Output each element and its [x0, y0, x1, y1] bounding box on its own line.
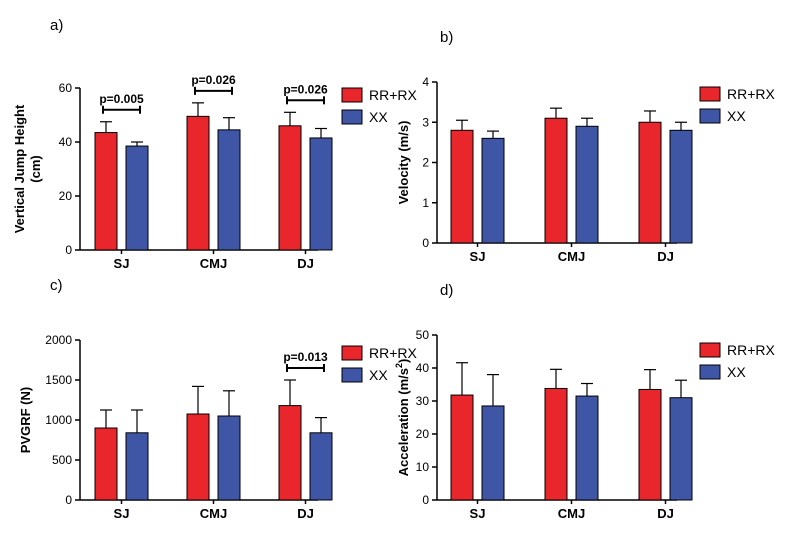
bar-rrrx-dj: [638, 121, 662, 244]
x-tick-label: DJ: [297, 256, 314, 271]
bar-rrrx-cmj: [544, 117, 568, 244]
y-tick-label: 60: [59, 81, 73, 95]
y-axis-title: Velocity (m/s): [396, 121, 411, 205]
y-axis-title: Vertical Jump Height: [12, 104, 27, 233]
bar-xx-cmj: [217, 129, 241, 251]
bar-xx-sj: [481, 405, 505, 501]
legend-swatch-xx: [699, 364, 721, 380]
bar-xx-cmj: [575, 125, 599, 244]
y-tick-label: 20: [59, 189, 73, 203]
legend-swatch-xx: [699, 108, 721, 124]
y-axis-title-main: Acceleration (m/s: [396, 368, 411, 476]
chart-panel-4: d) 0 10 20 30 40 50 Acceleration (m/s2) SJ CMJ DJ R…: [394, 282, 776, 521]
y-axis-title-close: ): [396, 359, 411, 363]
bar-xx-sj: [125, 432, 149, 501]
y-tick-label: 10: [416, 460, 430, 474]
y-axis-title-main: Velocity (m/s): [396, 121, 411, 205]
significance-label: p=0.026: [283, 82, 328, 96]
legend-label: XX: [727, 108, 746, 124]
bar-xx-dj: [669, 397, 693, 501]
y-tick-label: 40: [59, 135, 73, 149]
bar-rrrx-dj: [278, 405, 302, 501]
legend-label: XX: [727, 364, 746, 380]
y-axis-title-main: PVGRF (N): [18, 387, 33, 453]
significance-label: p=0.005: [99, 92, 144, 106]
y-tick-label: 3: [422, 115, 429, 129]
bar-rrrx-sj: [94, 427, 118, 501]
y-tick-label: 0: [422, 236, 429, 250]
bar-rrrx-sj: [94, 132, 118, 251]
bar-rrrx-dj: [278, 125, 302, 251]
panel-label: d): [440, 282, 453, 299]
bar-xx-dj: [309, 432, 333, 501]
x-tick-label: SJ: [470, 249, 486, 264]
x-tick-label: CMJ: [558, 249, 585, 264]
y-axis-title: Acceleration (m/s2): [394, 359, 411, 477]
x-tick-label: DJ: [657, 506, 674, 521]
y-tick-label: 40: [416, 361, 430, 375]
legend-label: RR+RX: [727, 86, 776, 102]
legend-label: XX: [369, 367, 388, 383]
y-tick-label: 500: [52, 453, 72, 467]
y-tick-label: 2000: [45, 333, 72, 347]
panel-label: a): [50, 17, 63, 34]
legend-swatch-xx: [341, 109, 363, 125]
legend-swatch-xx: [341, 367, 363, 383]
y-tick-label: 1: [422, 196, 429, 210]
legend-label: RR+RX: [727, 342, 776, 358]
y-tick-label: 50: [416, 328, 430, 342]
panel-label: b): [440, 29, 453, 46]
bar-xx-cmj: [575, 395, 599, 501]
chart-panel-2: b) 0 1 2 3 4 Velocity (m/s) SJ CMJ DJ RR+RX XX: [396, 29, 776, 264]
legend-label: RR+RX: [369, 87, 418, 103]
x-tick-label: DJ: [297, 506, 314, 521]
y-tick-label: 20: [416, 427, 430, 441]
bar-xx-sj: [481, 137, 505, 244]
y-axis-title: PVGRF (N): [18, 387, 33, 453]
x-tick-label: SJ: [114, 256, 130, 271]
bar-rrrx-dj: [638, 388, 662, 501]
y-tick-label: 0: [65, 493, 72, 507]
y-tick-label: 4: [422, 75, 429, 89]
bar-rrrx-cmj: [186, 413, 210, 501]
chart-panel-3: c) 0 500 1000 1500 2000 PVGRF (N) SJ CMJ DJ p=0.01…: [18, 277, 418, 521]
bar-rrrx-sj: [450, 129, 474, 244]
legend-label: RR+RX: [369, 345, 418, 361]
bar-rrrx-cmj: [186, 115, 210, 251]
y-tick-label: 2: [422, 156, 429, 170]
x-tick-label: CMJ: [200, 506, 227, 521]
legend-swatch-rrrx: [699, 342, 721, 358]
y-tick-label: 1500: [45, 373, 72, 387]
bar-xx-cmj: [217, 415, 241, 501]
x-tick-label: SJ: [470, 506, 486, 521]
x-tick-label: DJ: [657, 249, 674, 264]
y-axis-title-sup: 2: [394, 363, 404, 368]
legend-swatch-rrrx: [341, 345, 363, 361]
legend-swatch-rrrx: [699, 86, 721, 102]
y-tick-label: 0: [65, 243, 72, 257]
bar-xx-dj: [669, 129, 693, 244]
bar-xx-sj: [125, 145, 149, 251]
y-tick-label: 30: [416, 394, 430, 408]
y-tick-label: 1000: [45, 413, 72, 427]
chart-panel-1: a) 0 20 40 60 Vertical Jump Height (cm) SJ CMJ DJ…: [12, 17, 418, 271]
bar-rrrx-cmj: [544, 387, 568, 501]
y-axis-title-line2: (cm): [28, 155, 43, 182]
x-tick-label: CMJ: [200, 256, 227, 271]
legend-swatch-rrrx: [341, 87, 363, 103]
x-tick-label: SJ: [114, 506, 130, 521]
bar-xx-dj: [309, 137, 333, 251]
bar-rrrx-sj: [450, 394, 474, 501]
y-tick-label: 0: [422, 493, 429, 507]
significance-label: p=0.026: [191, 73, 236, 87]
legend-label: XX: [369, 109, 388, 125]
x-tick-label: CMJ: [558, 506, 585, 521]
significance-label: p=0.013: [283, 350, 328, 364]
panel-label: c): [50, 277, 63, 294]
